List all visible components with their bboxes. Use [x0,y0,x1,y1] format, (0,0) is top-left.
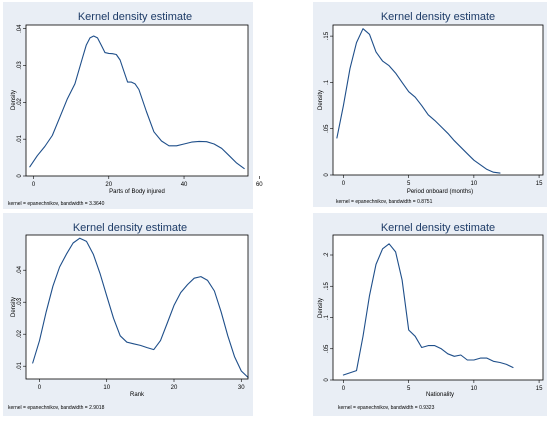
density-curve [342,243,514,376]
x-tick-label: 30 [238,385,245,391]
chart-marks: 0 5 10 15 0 .05 .1 .15 .2 [324,243,543,392]
y-tick-label: .1 [324,79,330,85]
x-tick-label: 10 [471,386,478,392]
chart-panel-nationality: Kernel density estimate 0 5 10 15 0 .05 .1 .15.… [313,213,547,416]
x-tick-label: 0 [342,181,346,187]
plot-area [26,235,248,379]
chart-title: Kernel density estimate [73,222,187,234]
x-axis-title: Parts of Body injured [109,189,165,195]
plot-area [333,235,543,380]
chart-title: Kernel density estimate [78,11,192,23]
x-tick-label: 20 [105,182,112,188]
chart-panel-parts-of-body: Kernel density estimate 0 20 40 60 0 .01 .02 .0… [3,2,263,209]
plot-frame [332,24,544,176]
x-tick-label: 20 [171,385,178,391]
x-tick-label: 10 [103,385,110,391]
plot-frame [332,234,544,381]
chart-title: Kernel density estimate [381,222,495,234]
y-tick-label: .02 [17,97,23,106]
y-tick-label: .1 [324,314,330,320]
y-tick-label: .04 [17,24,23,33]
x-tick-label: 0 [32,182,36,188]
kernel-note: kernel = epanechnikov, bandwidth = 0.875… [336,199,433,205]
kernel-note: kernel = epanechnikov, bandwidth = 2.901… [8,405,105,411]
chart-marks: 0 5 10 15 0 .05 .1 .15 [324,28,543,187]
x-tick-label: 60 [256,182,263,188]
x-axis-title: Period onboard (months) [407,189,473,195]
chart-marks: 0 10 20 30 .01 .02 .03 .04 [17,237,249,391]
y-tick-label: .15 [324,281,330,290]
y-tick-label: .04 [17,265,23,274]
x-tick-label: 0 [342,386,346,392]
x-tick-label: 10 [471,181,478,187]
chart-panel-rank: Kernel density estimate 0 10 20 30 .01 .02 .03… [3,213,253,416]
y-axis-title: Density [11,297,17,317]
y-tick-label: .05 [324,124,330,133]
x-axis-title: Nationality [426,392,454,398]
density-curve [336,28,501,174]
y-tick-label: 0 [324,378,330,382]
y-axis-title: Density [318,298,324,318]
y-tick-label: 0 [17,174,23,178]
y-tick-label: .02 [17,329,23,338]
y-tick-label: .03 [17,61,23,70]
x-tick-label: 5 [407,181,411,187]
plot-frame [25,24,249,177]
plot-area [333,25,543,175]
density-curve [29,35,245,170]
y-tick-label: .03 [17,297,23,306]
y-tick-label: 0 [324,173,330,177]
chart-title: Kernel density estimate [381,11,495,23]
y-axis-title: Density [318,90,324,110]
y-tick-label: .01 [17,134,23,143]
plot-area [26,25,248,176]
x-tick-label: 0 [38,385,42,391]
y-tick-label: .2 [324,252,330,258]
kernel-note: kernel = epanechnikov, bandwidth = 3.364… [8,201,105,207]
density-curve [32,237,249,378]
y-tick-label: .15 [324,31,330,40]
y-axis-title: Density [11,90,17,110]
x-tick-label: 15 [536,181,543,187]
chart-marks: 0 20 40 60 0 .01 .02 .03 .04 [17,24,263,188]
plot-frame [25,234,249,380]
x-axis-title: Rank [130,392,145,398]
x-tick-label: 40 [181,182,188,188]
chart-panel-period-onboard: Kernel density estimate 0 5 10 150.05.1.15 … [313,2,547,207]
y-tick-label: .01 [17,361,23,370]
kernel-note: kernel = epanechnikov, bandwidth = 0.932… [338,405,435,411]
x-tick-label: 5 [407,386,411,392]
x-tick-label: 15 [536,386,543,392]
y-tick-label: .05 [324,344,330,353]
